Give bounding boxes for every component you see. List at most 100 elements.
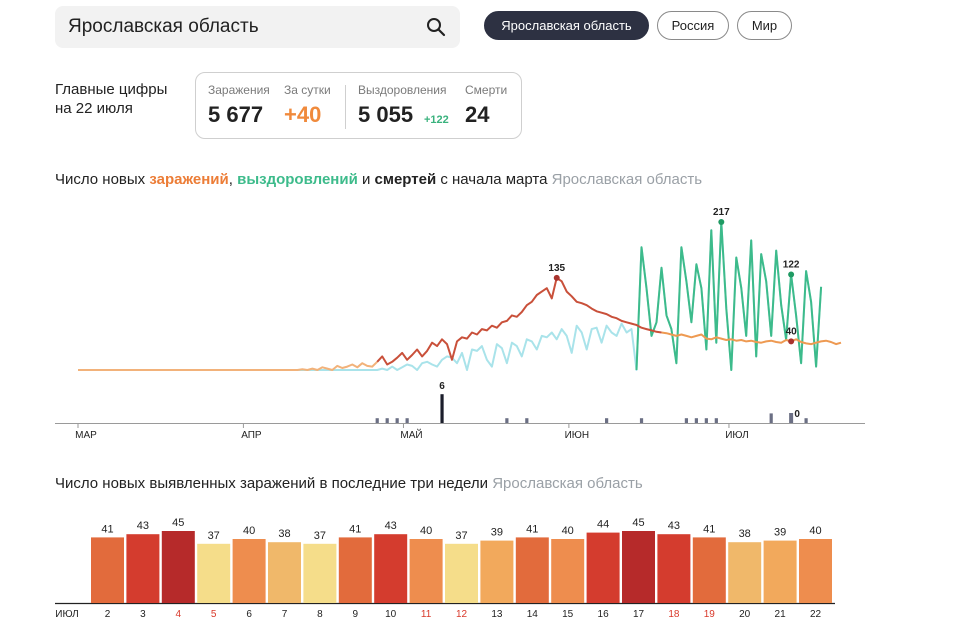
recent-bar-day: 21 <box>775 609 787 620</box>
recent-bar-label: 39 <box>774 527 786 539</box>
stat-daily: За сутки +40 <box>284 83 331 128</box>
death-bar <box>525 418 529 423</box>
recoveries-point-label: 122 <box>783 260 800 271</box>
infections-marker <box>788 338 795 345</box>
recent-bar-day: 8 <box>317 609 323 620</box>
recent-bar <box>232 539 266 603</box>
death-bar <box>704 418 708 423</box>
stat-infections-label: Заражения <box>208 83 270 97</box>
recent-bar-day: 14 <box>527 609 539 620</box>
recent-bar-day: 22 <box>810 609 822 620</box>
infections-point-label: 135 <box>548 263 565 274</box>
recent-bar-label: 38 <box>278 528 290 540</box>
recent-bar-day: 5 <box>211 609 217 620</box>
infections-marker <box>553 274 560 281</box>
search-icon[interactable] <box>426 17 446 37</box>
stat-recoveries: Выздоровления 5 055 +122 <box>358 83 449 128</box>
recent-bar <box>445 543 478 603</box>
recent-bar <box>515 537 549 603</box>
stat-infections-value: 5 677 <box>208 102 264 127</box>
recent-bar-day: 11 <box>421 609 432 620</box>
search-field[interactable]: Ярославская область <box>55 6 460 48</box>
death-bar <box>684 418 689 423</box>
recent-bar-day: 10 <box>385 609 397 620</box>
recent-bar <box>338 537 372 603</box>
death-bar <box>804 418 808 423</box>
recent-bar <box>763 540 797 603</box>
recent-bar-day: 3 <box>140 609 146 620</box>
stats-divider <box>345 85 346 129</box>
recent-bar-label: 45 <box>632 517 644 529</box>
recent-bar-label: 37 <box>314 530 326 542</box>
recent-bar-label: 41 <box>349 523 361 535</box>
recent-bar-label: 40 <box>420 525 432 537</box>
recent-bar-label: 41 <box>101 523 113 535</box>
death-bar <box>440 394 444 423</box>
pill-world[interactable]: Мир <box>737 11 792 40</box>
recent-bar <box>197 543 231 603</box>
recent-bar-label: 44 <box>597 519 609 531</box>
x-tick-label: ИЮЛ <box>725 430 748 441</box>
stat-deaths-label: Смерти <box>465 83 508 97</box>
infections-point-label: 40 <box>786 326 798 337</box>
deaths-point-label: 6 <box>439 381 445 392</box>
recoveries-marker <box>788 271 795 278</box>
recent-bar <box>303 543 337 603</box>
recent-bar-day: 16 <box>598 609 610 620</box>
death-bar <box>605 418 609 423</box>
stat-deaths-value: 24 <box>465 102 490 127</box>
stat-recoveries-delta: +122 <box>424 114 449 126</box>
death-bar-last <box>789 413 794 423</box>
recent-bar <box>799 539 832 603</box>
recoveries-line-light <box>78 221 823 371</box>
recent-bar-day: 17 <box>633 609 645 620</box>
recent-bar-label: 43 <box>668 520 680 532</box>
death-bar <box>395 418 399 423</box>
search-query[interactable]: Ярославская область <box>68 16 259 37</box>
title-infections: заражений <box>149 171 229 188</box>
stat-infections: Заражения 5 677 <box>208 83 270 128</box>
recent-bar-label: 40 <box>809 525 821 537</box>
recent-bar <box>622 531 655 603</box>
title-prefix: Число новых <box>55 171 150 188</box>
x-tick-label: МАЙ <box>400 428 422 441</box>
recoveries-line <box>635 221 823 371</box>
recent-bar-label: 37 <box>455 530 467 542</box>
recent-bar-day: 19 <box>704 609 716 620</box>
death-bar <box>714 418 718 423</box>
recent-bar-day: 9 <box>353 609 359 620</box>
summary-card: Заражения 5 677 За сутки +40 Выздоровлен… <box>195 72 522 139</box>
death-bar <box>375 418 379 423</box>
chart-title-history: Число новых заражений, выздоровлений и с… <box>55 171 702 188</box>
recent-bar-day: 6 <box>246 609 252 620</box>
summary-label-date: на 22 июля <box>55 100 133 117</box>
title2-region: Ярославская область <box>492 475 643 492</box>
recent-bar-label: 40 <box>562 525 574 537</box>
recent-bar-label: 45 <box>172 517 184 529</box>
stat-recoveries-value: 5 055 <box>358 102 414 127</box>
recent-bar-label: 41 <box>526 523 538 535</box>
pill-yaroslavl[interactable]: Ярославская область <box>484 11 649 40</box>
recent-bar <box>161 531 195 603</box>
pill-russia[interactable]: Россия <box>657 11 729 40</box>
recent-bar <box>91 537 124 603</box>
recent-bar-label: 43 <box>385 520 397 532</box>
death-bar <box>385 418 389 423</box>
death-bar <box>405 418 409 423</box>
title-recoveries: выздоровлений <box>237 171 358 188</box>
stat-daily-value: +40 <box>284 102 322 127</box>
chart-title-recent: Число новых выявленных заражений в после… <box>55 475 643 492</box>
recent-bar-day: 4 <box>176 609 182 620</box>
recent-bar-day: 7 <box>282 609 288 620</box>
recent-bar-day: 2 <box>105 609 111 620</box>
infections-line-early <box>78 361 378 371</box>
summary-label-title: Главные цифры <box>55 81 168 98</box>
title-sep2: и <box>357 171 375 188</box>
infections-line-late <box>661 331 842 346</box>
death-bar <box>639 418 644 423</box>
death-bar <box>505 418 509 423</box>
recent-bar-label: 37 <box>208 530 220 542</box>
infections-line-peak <box>376 276 662 366</box>
recent-bar <box>551 539 585 603</box>
